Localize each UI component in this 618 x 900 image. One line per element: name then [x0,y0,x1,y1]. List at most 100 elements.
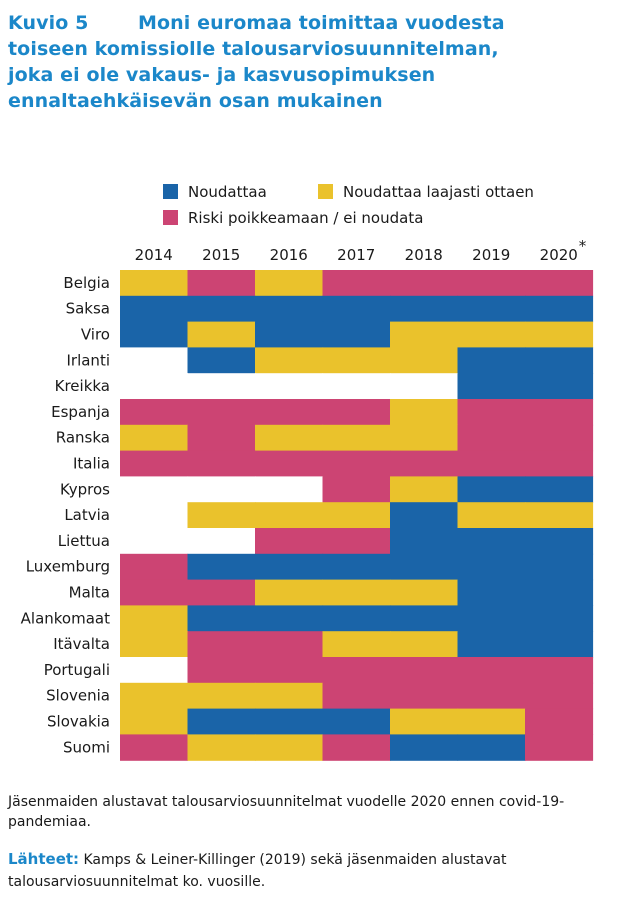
heatmap-chart: Noudattaa Noudattaa laajasti ottaen Riski … [21,183,594,761]
cell-latvia-2017 [322,502,391,529]
year-label-2014: 2014 [135,246,173,264]
country-label-malta: Malta [69,584,110,602]
country-label-slovenia: Slovenia [46,687,110,705]
cell-belgia-2020 [525,270,594,297]
cell-italia-2016 [255,450,324,477]
cell-irlanti-2017 [322,347,391,374]
cell-belgia-2014 [120,270,189,297]
cell-italia-2020 [525,450,594,477]
legend-swatch-R [163,210,178,225]
cell-kypros-2014 [120,476,189,503]
cell-itävalta-2014 [120,631,189,658]
year-label-2018: 2018 [405,246,443,264]
cell-latvia-2014 [120,502,189,529]
cell-liettua-2018 [390,528,459,555]
cell-slovenia-2018 [390,682,459,710]
cell-viro-2019 [457,321,526,348]
cell-malta-2020 [525,579,594,606]
cell-kreikka-2014 [120,373,189,400]
country-label-italia: Italia [73,455,110,473]
cell-viro-2018 [390,321,459,348]
cell-alankomaat-2016 [255,605,324,632]
cell-ranska-2017 [322,424,391,452]
cell-luxemburg-2020 [525,553,594,581]
country-label-irlanti: Irlanti [66,351,110,369]
legend-label-L: Noudattaa laajasti ottaen [343,183,534,201]
cell-saksa-2014 [120,295,189,323]
cell-alankomaat-2017 [322,605,391,632]
title-text-1: Moni euromaa toimittaa vuodesta [138,12,505,34]
year-label-2020: 2020 [540,246,578,264]
country-axis: Belgia Saksa Viro Irlanti Kreikka Espanja Rans… [21,274,111,756]
title-line-1: Kuvio 5 Moni euromaa toimittaa vuodesta [8,10,608,36]
cell-itävalta-2017 [322,631,391,658]
cell-slovenia-2014 [120,682,189,710]
country-label-itävalta: Itävalta [53,635,110,653]
country-label-saksa: Saksa [66,300,110,318]
cell-latvia-2018 [390,502,459,529]
cell-alankomaat-2019 [457,605,526,632]
cell-ranska-2015 [187,424,256,452]
cell-portugali-2014 [120,657,189,684]
cell-slovakia-2015 [187,708,256,735]
cell-espanja-2014 [120,399,189,426]
cell-irlanti-2020 [525,347,594,374]
cell-espanja-2017 [322,399,391,426]
country-label-alankomaat: Alankomaat [21,609,110,627]
cell-kypros-2020 [525,476,594,503]
cell-portugali-2017 [322,657,391,684]
cell-kreikka-2020 [525,373,594,400]
country-label-belgia: Belgia [63,274,110,292]
cell-kypros-2015 [187,476,256,503]
cell-liettua-2020 [525,528,594,555]
cell-ranska-2016 [255,424,324,452]
cell-itävalta-2015 [187,631,256,658]
cell-italia-2017 [322,450,391,477]
year-label-2017: 2017 [337,246,375,264]
chart-legend: Noudattaa Noudattaa laajasti ottaen Riski … [163,183,534,227]
cell-kypros-2018 [390,476,459,503]
cell-slovakia-2014 [120,708,189,735]
country-label-luxemburg: Luxemburg [26,558,110,576]
cell-irlanti-2019 [457,347,526,374]
cell-suomi-2019 [457,734,526,761]
cell-espanja-2015 [187,399,256,426]
year-label-2019: 2019 [472,246,510,264]
cell-saksa-2018 [390,295,459,323]
figure-title: Kuvio 5 Moni euromaa toimittaa vuodesta t… [8,10,608,114]
cell-latvia-2019 [457,502,526,529]
cell-viro-2020 [525,321,594,348]
sources-label: Lähteet: [8,850,80,868]
year-label-2016: 2016 [270,246,308,264]
cell-belgia-2017 [322,270,391,297]
cell-malta-2015 [187,579,256,606]
cell-kypros-2019 [457,476,526,503]
cell-espanja-2020 [525,399,594,426]
country-label-portugali: Portugali [44,661,110,679]
cell-irlanti-2014 [120,347,189,374]
cell-liettua-2016 [255,528,324,555]
cell-viro-2016 [255,321,324,348]
heatmap-cells [120,270,594,761]
cell-latvia-2020 [525,502,594,529]
cell-alankomaat-2020 [525,605,594,632]
cell-latvia-2016 [255,502,324,529]
cell-itävalta-2020 [525,631,594,658]
title-line-3: joka ei ole vakaus- ja kasvusopimuksen [8,64,436,86]
cell-malta-2019 [457,579,526,606]
cell-suomi-2015 [187,734,256,761]
country-label-slovakia: Slovakia [47,713,110,731]
cell-slovenia-2019 [457,682,526,710]
legend-swatch-L [318,184,333,199]
cell-irlanti-2018 [390,347,459,374]
cell-kreikka-2018 [390,373,459,400]
cell-malta-2017 [322,579,391,606]
cell-itävalta-2018 [390,631,459,658]
cell-slovakia-2017 [322,708,391,735]
cell-italia-2018 [390,450,459,477]
title-line-4: ennaltaehkäisevän osan mukainen [8,90,383,112]
cell-liettua-2015 [187,528,256,555]
cell-slovenia-2020 [525,682,594,710]
cell-portugali-2020 [525,657,594,684]
cell-kreikka-2017 [322,373,391,400]
